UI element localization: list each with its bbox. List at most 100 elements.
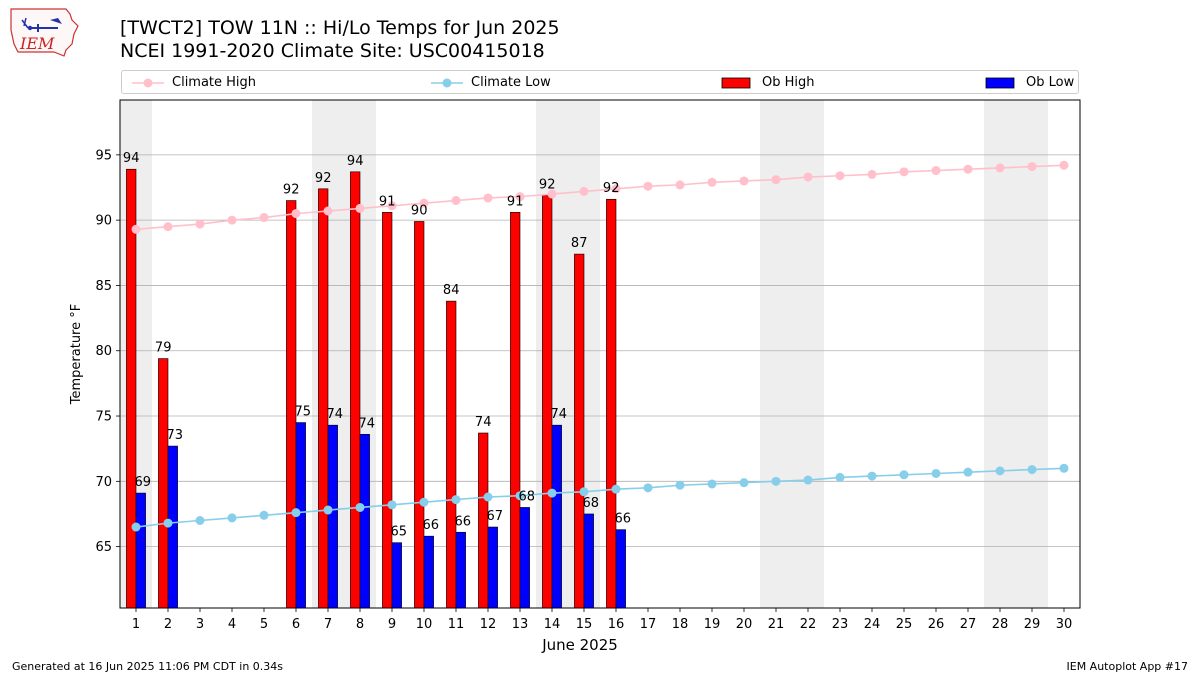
x-tick-label: 29 [1024, 617, 1041, 632]
ob-low-value-label: 66 [615, 512, 632, 527]
x-tick-label: 17 [640, 617, 657, 632]
climate-high-point [451, 196, 461, 206]
climate-low-point [931, 468, 941, 478]
ob-low-value-label: 74 [551, 407, 568, 422]
x-tick-label: 6 [292, 617, 300, 632]
ob-low-bar [327, 424, 338, 609]
legend-label-climate-high: Climate High [172, 75, 257, 90]
climate-high-point [931, 166, 941, 176]
ob-high-value-label: 74 [475, 415, 492, 430]
legend-label-climate-low: Climate Low [471, 75, 551, 90]
climate-high-point [611, 184, 621, 194]
ob-low-value-label: 75 [295, 405, 312, 420]
y-tick-label: 65 [95, 540, 112, 555]
x-tick-label: 24 [864, 617, 881, 632]
ob-high-value-label: 94 [347, 154, 364, 169]
legend-marker-ob-low [985, 77, 1015, 89]
climate-high-point [643, 181, 653, 191]
climate-high-point [995, 163, 1005, 173]
ob-high-value-label: 87 [571, 236, 588, 251]
x-tick-label: 1 [132, 617, 140, 632]
footer-generated: Generated at 16 Jun 2025 11:06 PM CDT in… [12, 660, 284, 673]
x-tick-label: 21 [768, 617, 785, 632]
climate-high-point [323, 206, 333, 216]
climate-low-point [515, 491, 525, 501]
ob-high-bar [446, 300, 457, 609]
ob-low-value-label: 67 [487, 509, 504, 524]
ob-high-value-label: 79 [155, 341, 172, 356]
legend: Climate High Climate Low Ob High Ob Low [121, 70, 1079, 94]
climate-low-point [707, 479, 717, 489]
climate-low-point [643, 483, 653, 493]
weekend-shade [792, 100, 824, 608]
climate-low-point [291, 508, 301, 518]
ob-high-bar [318, 188, 329, 609]
ob-low-value-label: 74 [359, 416, 376, 431]
climate-low-point [995, 466, 1005, 476]
ob-high-value-label: 91 [507, 194, 524, 209]
climate-low-point [1027, 465, 1037, 475]
weekend-shade [1016, 100, 1048, 608]
ob-low-value-label: 68 [583, 496, 600, 511]
x-tick-label: 26 [928, 617, 945, 632]
ob-high-bar [382, 212, 393, 609]
climate-high-point [387, 201, 397, 211]
ob-low-bar [135, 492, 146, 609]
climate-high-point [867, 169, 877, 179]
ob-low-value-label: 74 [327, 407, 344, 422]
climate-low-point [483, 492, 493, 502]
ob-low-value-label: 69 [135, 475, 152, 490]
ob-high-bar [606, 198, 617, 609]
climate-low-point [611, 484, 621, 494]
ob-high-bar [574, 253, 585, 609]
climate-high-point [739, 176, 749, 186]
climate-low-point [739, 478, 749, 488]
x-tick-label: 15 [576, 617, 593, 632]
climate-low-point [131, 522, 141, 532]
climate-high-point [483, 193, 493, 203]
climate-low-point [899, 470, 909, 480]
x-tick-label: 19 [704, 617, 721, 632]
x-tick-label: 11 [448, 617, 465, 632]
climate-low-point [675, 480, 685, 490]
x-tick-label: 2 [164, 617, 172, 632]
climate-high-point [419, 198, 429, 208]
ob-high-value-label: 92 [603, 181, 620, 196]
climate-high-point [675, 180, 685, 190]
ob-low-bar [455, 531, 466, 609]
climate-high-point [707, 177, 717, 187]
climate-low-point [387, 500, 397, 510]
x-axis-label: June 2025 [541, 636, 618, 654]
x-tick-label: 25 [896, 617, 913, 632]
ob-low-bar [391, 542, 402, 609]
climate-high-point [1027, 162, 1037, 172]
ob-low-bar [583, 513, 594, 609]
y-tick-label: 80 [95, 344, 112, 359]
climate-high-point [131, 224, 141, 234]
x-tick-label: 22 [800, 617, 817, 632]
x-tick-label: 8 [356, 617, 364, 632]
ob-high-bar [126, 168, 137, 609]
climate-high-point [515, 192, 525, 202]
climate-low-point [803, 475, 813, 485]
climate-high-point [899, 167, 909, 177]
chart-title: [TWCT2] TOW 11N :: Hi/Lo Temps for Jun 2… [120, 17, 560, 39]
ob-high-value-label: 91 [379, 194, 396, 209]
y-tick-label: 90 [95, 214, 112, 229]
climate-high-line [135, 164, 1065, 231]
climate-high-point [291, 209, 301, 219]
ob-high-value-label: 92 [315, 171, 332, 186]
climate-low-point [771, 476, 781, 486]
ob-high-value-label: 92 [539, 177, 556, 192]
climate-low-point [163, 518, 173, 528]
ob-high-bar [542, 195, 553, 609]
climate-low-point [451, 495, 461, 505]
x-tick-label: 16 [608, 617, 625, 632]
ob-low-value-label: 68 [519, 489, 536, 504]
y-axis-label: Temperature °F [69, 304, 84, 405]
weekend-shade [760, 100, 792, 608]
x-tick-label: 10 [416, 617, 433, 632]
ob-low-bar [487, 526, 498, 609]
climate-low-point [419, 497, 429, 507]
